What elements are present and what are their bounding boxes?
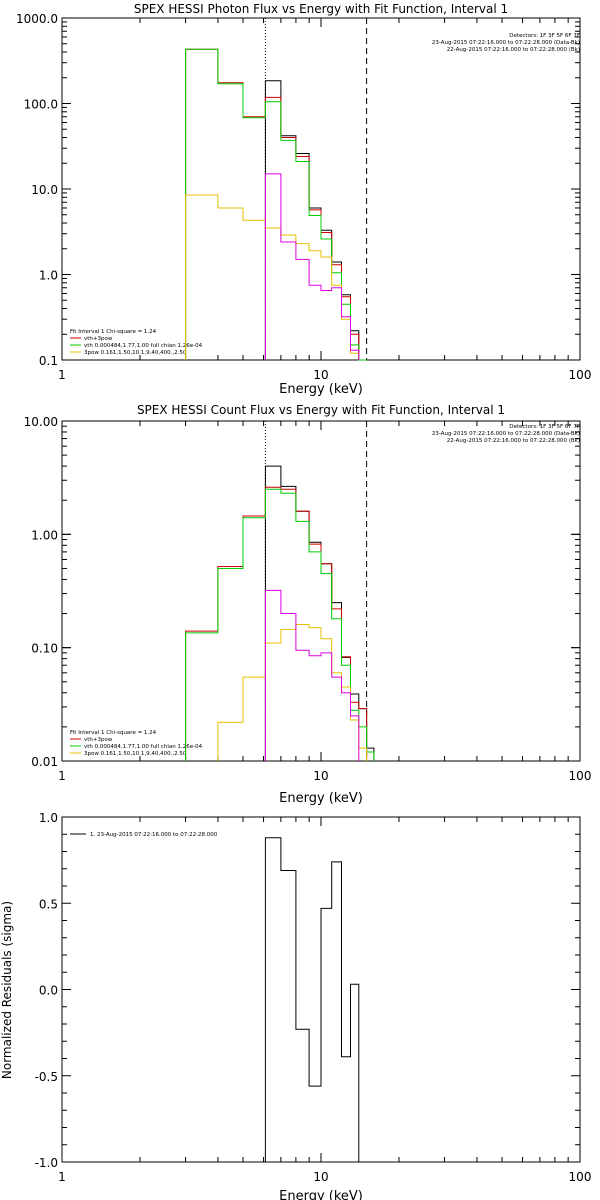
- count-flux-fit-line3: vth 0.000484,1.77,1.00 full chian 1.26e-…: [84, 744, 203, 750]
- photon-flux-x-tick-label: 10: [313, 368, 328, 382]
- photon-flux-y-tick-label: 1000.0: [16, 12, 58, 26]
- photon-flux-y-tick-label: 10.0: [31, 183, 58, 197]
- photon-flux-data-interval: 23-Aug-2015 07:22:16.000 to 07:22:28.000…: [432, 40, 580, 46]
- count-flux-bk-interval: 22-Aug-2015 07:22:16.000 to 07:22:28.000…: [447, 438, 580, 444]
- photon-flux-fit-line2: vth+3pow: [84, 336, 113, 342]
- photon-flux-title: SPEX HESSI Photon Flux vs Energy with Fi…: [134, 2, 508, 16]
- residuals-x-tick-label: 100: [569, 1170, 592, 1184]
- photon-flux-x-tick-label: 1: [58, 368, 66, 382]
- photon-flux-fit-line4: 3pow 0.161,1.50,10.1,9.40,400.,2.50: [84, 350, 187, 356]
- residuals-panel: 1. 23-Aug-2015 07:22:16.000 to 07:22:28.…: [0, 811, 591, 1200]
- count-flux-fit-line2: vth+3pow: [84, 737, 113, 743]
- count-flux-series-vth: [185, 488, 375, 761]
- count-flux-detectors: Detectors: 1F 3F 5F 6F 7F: [509, 424, 580, 430]
- count-flux-xlabel: Energy (keV): [279, 791, 363, 806]
- count-flux-x-tick-label: 1: [58, 769, 66, 783]
- count-flux-fit-line4: 3pow 0.161,1.50,10.1,9.40,400.,2.50: [84, 751, 187, 757]
- photon-flux-y-tick-label: 100.0: [24, 98, 58, 112]
- count-flux-x-tick-label: 100: [569, 769, 592, 783]
- photon-flux-fit-line3: vth 0.000484,1.77,1.00 full chian 1.26e-…: [84, 343, 203, 349]
- residuals-y-tick-label: 0.0: [39, 984, 58, 998]
- residuals-legend: 1. 23-Aug-2015 07:22:16.000 to 07:22:28.…: [90, 832, 218, 838]
- count-flux-y-tick-label: 1.00: [31, 528, 58, 542]
- count-flux-series-component-4: [264, 589, 360, 761]
- residuals-ylabel: Normalized Residuals (sigma): [0, 901, 14, 1079]
- count-flux-series-vth-3pow: [185, 486, 368, 761]
- photon-flux-series-3pow: [185, 194, 360, 360]
- residuals-x-tick-label: 1: [58, 1170, 66, 1184]
- count-flux-y-tick-label: 0.10: [31, 642, 58, 656]
- photon-flux-series-data: [264, 80, 360, 360]
- count-flux-panel: SPEX HESSI Count Flux vs Energy with Fit…: [24, 403, 592, 806]
- residuals-series-1-23-aug-2015-07-22-16-000-to-07-22-28-000: [264, 837, 360, 1162]
- photon-flux-fit-line1: Fit Interval 1 Chi-square = 1.24: [70, 329, 157, 335]
- photon-flux-x-tick-label: 100: [569, 368, 592, 382]
- photon-flux-xlabel: Energy (keV): [279, 382, 363, 397]
- residuals-y-tick-label: 1.0: [39, 811, 58, 825]
- count-flux-title: SPEX HESSI Count Flux vs Energy with Fit…: [137, 403, 505, 417]
- count-flux-series-3pow: [217, 624, 368, 761]
- count-flux-y-tick-label: 10.00: [24, 415, 58, 429]
- photon-flux-panel: SPEX HESSI Photon Flux vs Energy with Fi…: [16, 2, 591, 397]
- residuals-xlabel: Energy (keV): [279, 1189, 363, 1200]
- photon-flux-y-tick-label: 1.0: [39, 269, 58, 283]
- residuals-y-tick-label: 0.5: [39, 897, 58, 911]
- photon-flux-detectors: Detectors: 1F 3F 5F 6F 7F: [509, 33, 580, 39]
- photon-flux-y-tick-label: 0.1: [39, 354, 58, 368]
- residuals-y-tick-label: -1.0: [35, 1156, 58, 1170]
- count-flux-plot-frame: [61, 420, 581, 762]
- photon-flux-series-vth-3pow: [185, 48, 360, 360]
- count-flux-y-tick-label: 0.01: [31, 755, 58, 769]
- residuals-y-tick-label: -0.5: [35, 1070, 58, 1084]
- count-flux-fit-line1: Fit Interval 1 Chi-square = 1.24: [70, 730, 157, 736]
- photon-flux-series-component-4: [264, 173, 360, 360]
- photon-flux-series-vth: [185, 48, 367, 361]
- photon-flux-plot-frame: [61, 17, 581, 361]
- count-flux-data-interval: 23-Aug-2015 07:22:16.000 to 07:22:28.000…: [432, 431, 580, 437]
- residuals-x-tick-label: 10: [313, 1170, 328, 1184]
- photon-flux-bk-interval: 22-Aug-2015 07:22:16.000 to 07:22:28.000…: [447, 47, 580, 53]
- count-flux-x-tick-label: 10: [313, 769, 328, 783]
